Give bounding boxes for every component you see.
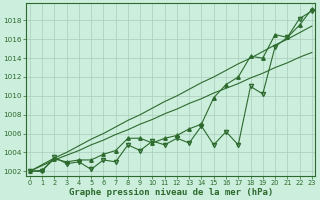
X-axis label: Graphe pression niveau de la mer (hPa): Graphe pression niveau de la mer (hPa)	[69, 188, 273, 197]
